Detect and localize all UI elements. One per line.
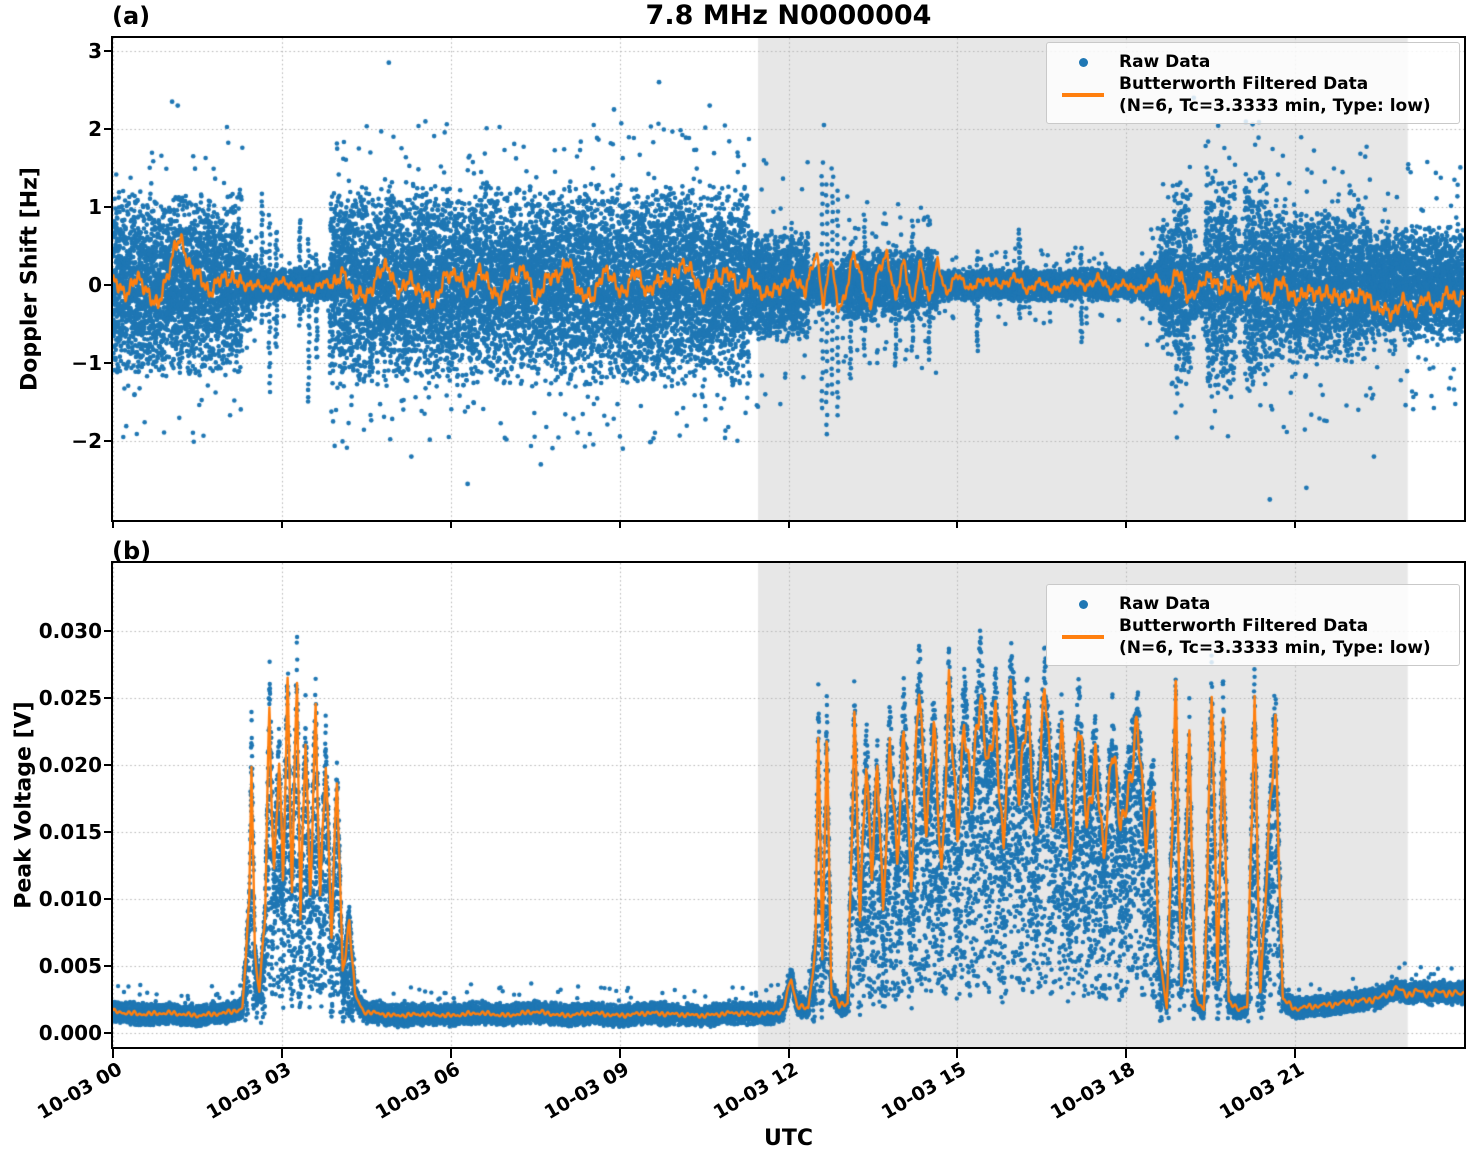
y-tick-mark [104,697,111,699]
y-tick-label: 0.000 [38,1021,102,1045]
y-tick-label: 0.020 [38,753,102,777]
filtered-line-marker-icon [1047,635,1119,639]
legend-raw-row: Raw Data [1047,593,1459,615]
x-axis-label: UTC [763,1126,814,1151]
figure-title: 7.8 MHz N0000004 [645,0,932,31]
legend-filtered-row: Butterworth Filtered Data (N=6, Tc=3.333… [1047,615,1459,659]
raw-data-marker-icon [1047,599,1119,609]
x-tick-mark [1125,1049,1128,1058]
x-tick-mark [1294,520,1297,528]
x-tick-mark [618,1049,621,1058]
x-tick-mark [1294,1049,1297,1058]
y-tick-mark [104,206,111,208]
legend-raw-label: Raw Data [1119,52,1211,72]
raw-data-marker-icon [1047,57,1119,67]
y-tick-mark [104,764,111,766]
y-tick-label: 1 [88,195,102,219]
y-tick-label: 0.010 [38,887,102,911]
y-tick-label: 0.015 [38,820,102,844]
y-tick-mark [104,630,111,632]
x-tick-mark [112,520,114,528]
filtered-line-marker-icon [1047,93,1119,97]
legend-filtered-label: Butterworth Filtered Data (N=6, Tc=3.333… [1119,73,1431,117]
x-tick-mark [280,520,283,528]
y-tick-label: 0 [88,273,102,297]
y-tick-mark [104,50,111,52]
panel-a-legend: Raw Data Butterworth Filtered Data (N=6,… [1046,42,1460,124]
x-tick-mark [280,1049,283,1058]
panel-b-ylabel: Peak Voltage [V] [11,701,37,909]
panel-a-tag: (a) [112,2,151,30]
y-tick-label: 0.005 [38,954,102,978]
y-tick-mark [104,440,111,442]
legend-raw-row: Raw Data [1047,51,1459,73]
y-tick-mark [104,128,111,130]
x-tick-mark [112,1049,114,1058]
y-tick-mark [104,965,111,967]
legend-filtered-row: Butterworth Filtered Data (N=6, Tc=3.333… [1047,73,1459,117]
x-tick-label: 10-03 00 [33,1058,126,1124]
y-tick-mark [104,831,111,833]
x-tick-mark [1125,520,1128,528]
legend-filtered-line2: (N=6, Tc=3.3333 min, Type: low) [1119,638,1431,658]
legend-filtered-label: Butterworth Filtered Data (N=6, Tc=3.333… [1119,615,1431,659]
y-tick-label: 3 [88,39,102,63]
x-tick-mark [956,520,959,528]
y-tick-mark [104,284,111,286]
legend-filtered-line1: Butterworth Filtered Data [1119,74,1369,94]
y-tick-mark [104,898,111,900]
y-tick-label: 2 [88,117,102,141]
panel-b-tag: (b) [112,537,152,565]
y-tick-label: −1 [71,351,102,375]
panel-b-legend: Raw Data Butterworth Filtered Data (N=6,… [1046,584,1460,666]
x-tick-mark [449,1049,452,1058]
x-tick-mark [956,1049,959,1058]
x-tick-mark [449,520,452,528]
x-tick-mark [618,520,621,528]
y-tick-mark [104,1032,111,1034]
y-tick-label: −2 [71,429,102,453]
legend-raw-label: Raw Data [1119,594,1211,614]
legend-filtered-line1: Butterworth Filtered Data [1119,616,1369,636]
legend-filtered-line2: (N=6, Tc=3.3333 min, Type: low) [1119,96,1431,116]
y-tick-label: 0.030 [38,619,102,643]
x-tick-mark [787,520,790,528]
y-tick-mark [104,362,111,364]
y-tick-label: 0.025 [38,686,102,710]
x-tick-mark [787,1049,790,1058]
